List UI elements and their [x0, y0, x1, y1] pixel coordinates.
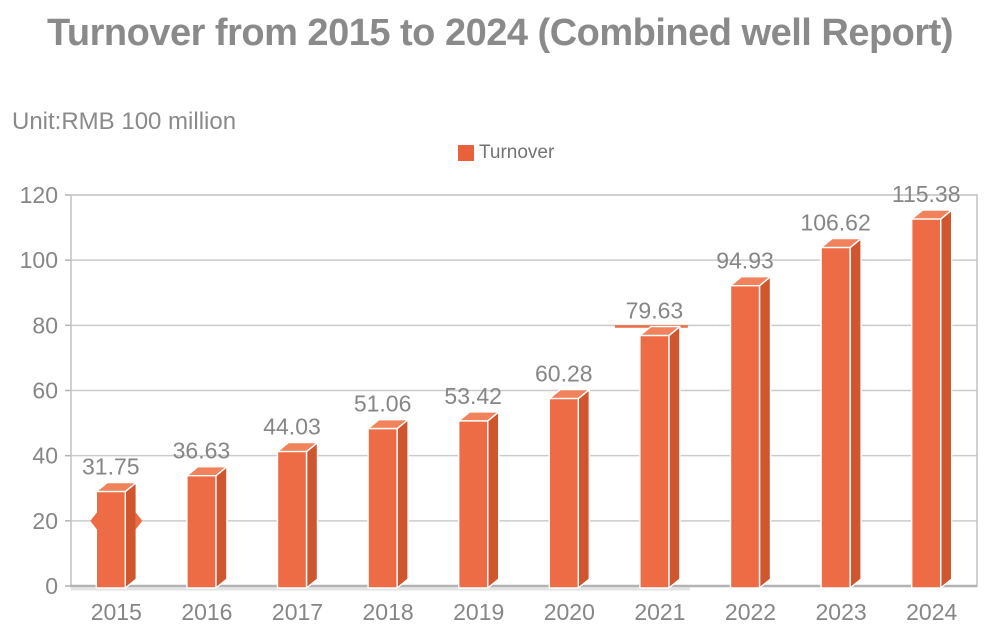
- x-tick-label-2024: 2024: [906, 599, 957, 625]
- x-tick-label-2016: 2016: [181, 599, 232, 625]
- chart-title: Turnover from 2015 to 2024 (Combined wel…: [47, 12, 953, 54]
- bar-2021-side: [668, 325, 681, 589]
- bar-2023-front: [820, 246, 851, 589]
- value-label-2022: 94.93: [716, 248, 774, 274]
- y-tick-label-80: 80: [32, 312, 58, 338]
- bar-2016-side: [215, 465, 228, 589]
- y-tick-label-120: 120: [20, 182, 58, 208]
- bar-2017-front: [276, 450, 308, 589]
- bar-2015-brace-left: [90, 511, 98, 530]
- x-tick-label-2023: 2023: [816, 599, 867, 625]
- legend-label: Turnover: [479, 142, 555, 163]
- y-tick-label-0: 0: [45, 573, 58, 599]
- value-label-2023: 106.62: [800, 210, 870, 236]
- bar-2023-side: [849, 237, 862, 589]
- bar-2015-front: [95, 490, 127, 589]
- value-label-2021: 79.63: [626, 298, 684, 324]
- bar-2016-front: [186, 474, 217, 589]
- bar-2024-front: [911, 218, 942, 589]
- value-label-2019: 53.42: [444, 383, 502, 409]
- bar-2017-side: [305, 441, 319, 589]
- bar-2015-side: [124, 481, 138, 589]
- x-tick-label-2018: 2018: [363, 599, 414, 625]
- bar-2019-side: [487, 411, 500, 589]
- x-tick-label-2022: 2022: [725, 599, 776, 625]
- y-tick-label-20: 20: [32, 508, 58, 534]
- bar-2022-side: [758, 275, 772, 589]
- bar-2020-front: [548, 397, 579, 589]
- bar-2015-brace-right: [135, 511, 143, 530]
- legend: Turnover: [458, 142, 554, 164]
- bar-2019-front: [458, 420, 489, 589]
- value-label-2020: 60.28: [535, 361, 593, 387]
- bar-2018-front: [367, 427, 398, 589]
- x-tick-label-2020: 2020: [544, 599, 595, 625]
- y-tick-label-100: 100: [20, 247, 58, 273]
- bar-2020-side: [577, 388, 590, 589]
- value-label-2015: 31.75: [82, 454, 140, 480]
- y-tick-label-40: 40: [32, 443, 58, 469]
- bar-2021-front: [639, 334, 670, 589]
- bar-2024-side: [940, 209, 953, 589]
- value-label-2024: 115.38: [892, 181, 961, 207]
- x-tick-label-2021: 2021: [634, 599, 685, 625]
- value-label-2017: 44.03: [263, 414, 321, 440]
- bar-2022-front: [729, 284, 761, 589]
- x-tick-label-2015: 2015: [91, 599, 142, 625]
- bar-2018-side: [396, 418, 409, 589]
- value-label-2016: 36.63: [173, 438, 231, 464]
- value-label-2018: 51.06: [354, 391, 412, 417]
- unit-label: Unit:RMB 100 million: [12, 108, 237, 135]
- x-tick-label-2017: 2017: [272, 599, 323, 625]
- legend-swatch-icon: [458, 145, 474, 161]
- x-tick-label-2019: 2019: [453, 599, 504, 625]
- y-tick-label-60: 60: [32, 378, 58, 404]
